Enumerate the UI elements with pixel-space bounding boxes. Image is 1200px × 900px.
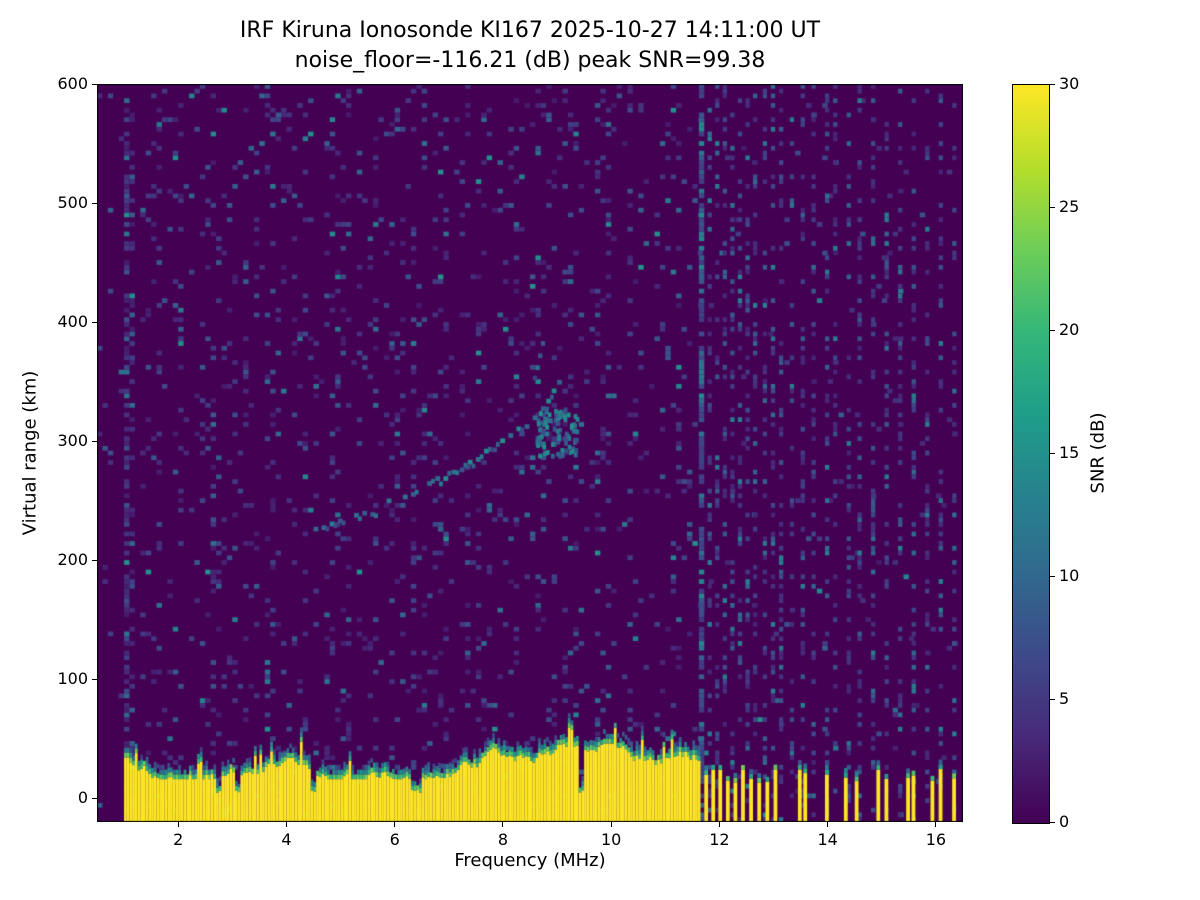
y-axis-label: Virtual range (km) [19, 370, 41, 536]
x-tick-label: 10 [601, 830, 622, 849]
x-tick-label: 12 [709, 830, 730, 849]
x-tick-label: 4 [281, 830, 292, 849]
colorbar-tick-mark [1050, 206, 1055, 208]
y-tick-label: 100 [57, 669, 88, 689]
colorbar-tick-label: 15 [1059, 443, 1080, 462]
y-tick-label: 600 [57, 74, 88, 93]
colorbar-tick-mark [1050, 83, 1055, 85]
x-tick-mark [610, 822, 612, 827]
x-tick-mark [394, 822, 396, 827]
colorbar-label: SNR (dB) [1087, 412, 1109, 494]
y-tick-mark [92, 440, 97, 442]
x-tick-mark [177, 822, 179, 827]
ionogram-heatmap-canvas [97, 84, 963, 822]
x-tick-mark [285, 822, 287, 827]
y-tick-label: 200 [57, 550, 88, 570]
x-tick-mark [718, 822, 720, 827]
colorbar-tick-mark [1050, 452, 1055, 454]
y-tick-mark [92, 83, 97, 85]
colorbar-tick-mark [1050, 329, 1055, 331]
colorbar-tick-mark [1050, 821, 1055, 823]
y-tick-mark [92, 202, 97, 204]
colorbar-tick-label: 10 [1059, 566, 1080, 585]
y-tick-label: 300 [57, 431, 88, 451]
chart-subtitle: noise_floor=-116.21 (dB) peak SNR=99.38 [294, 48, 766, 73]
y-tick-mark [92, 678, 97, 680]
y-tick-label: 500 [57, 193, 88, 213]
colorbar-tick-label: 30 [1059, 74, 1080, 93]
y-tick-mark [92, 321, 97, 323]
x-tick-label: 2 [173, 830, 184, 849]
x-tick-mark [935, 822, 937, 827]
x-tick-label: 6 [389, 830, 400, 849]
chart-title: IRF Kiruna Ionosonde KI167 2025-10-27 14… [239, 18, 821, 43]
colorbar-tick-label: 20 [1059, 320, 1080, 339]
y-tick-mark [92, 797, 97, 799]
x-axis-label: Frequency (MHz) [454, 850, 606, 871]
x-tick-label: 8 [497, 830, 509, 849]
colorbar-tick-label: 0 [1059, 812, 1070, 831]
colorbar-tick-label: 5 [1059, 689, 1070, 708]
y-tick-mark [92, 559, 97, 561]
colorbar-tick-mark [1050, 575, 1055, 577]
y-tick-label: 400 [57, 312, 88, 332]
colorbar-tick-mark [1050, 698, 1055, 700]
x-tick-mark [827, 822, 829, 827]
x-tick-label: 16 [925, 830, 947, 849]
x-tick-label: 14 [817, 830, 838, 849]
x-tick-mark [502, 822, 504, 827]
colorbar-canvas [1012, 84, 1050, 824]
y-tick-label: 0 [77, 788, 88, 808]
colorbar-tick-label: 25 [1059, 197, 1080, 216]
